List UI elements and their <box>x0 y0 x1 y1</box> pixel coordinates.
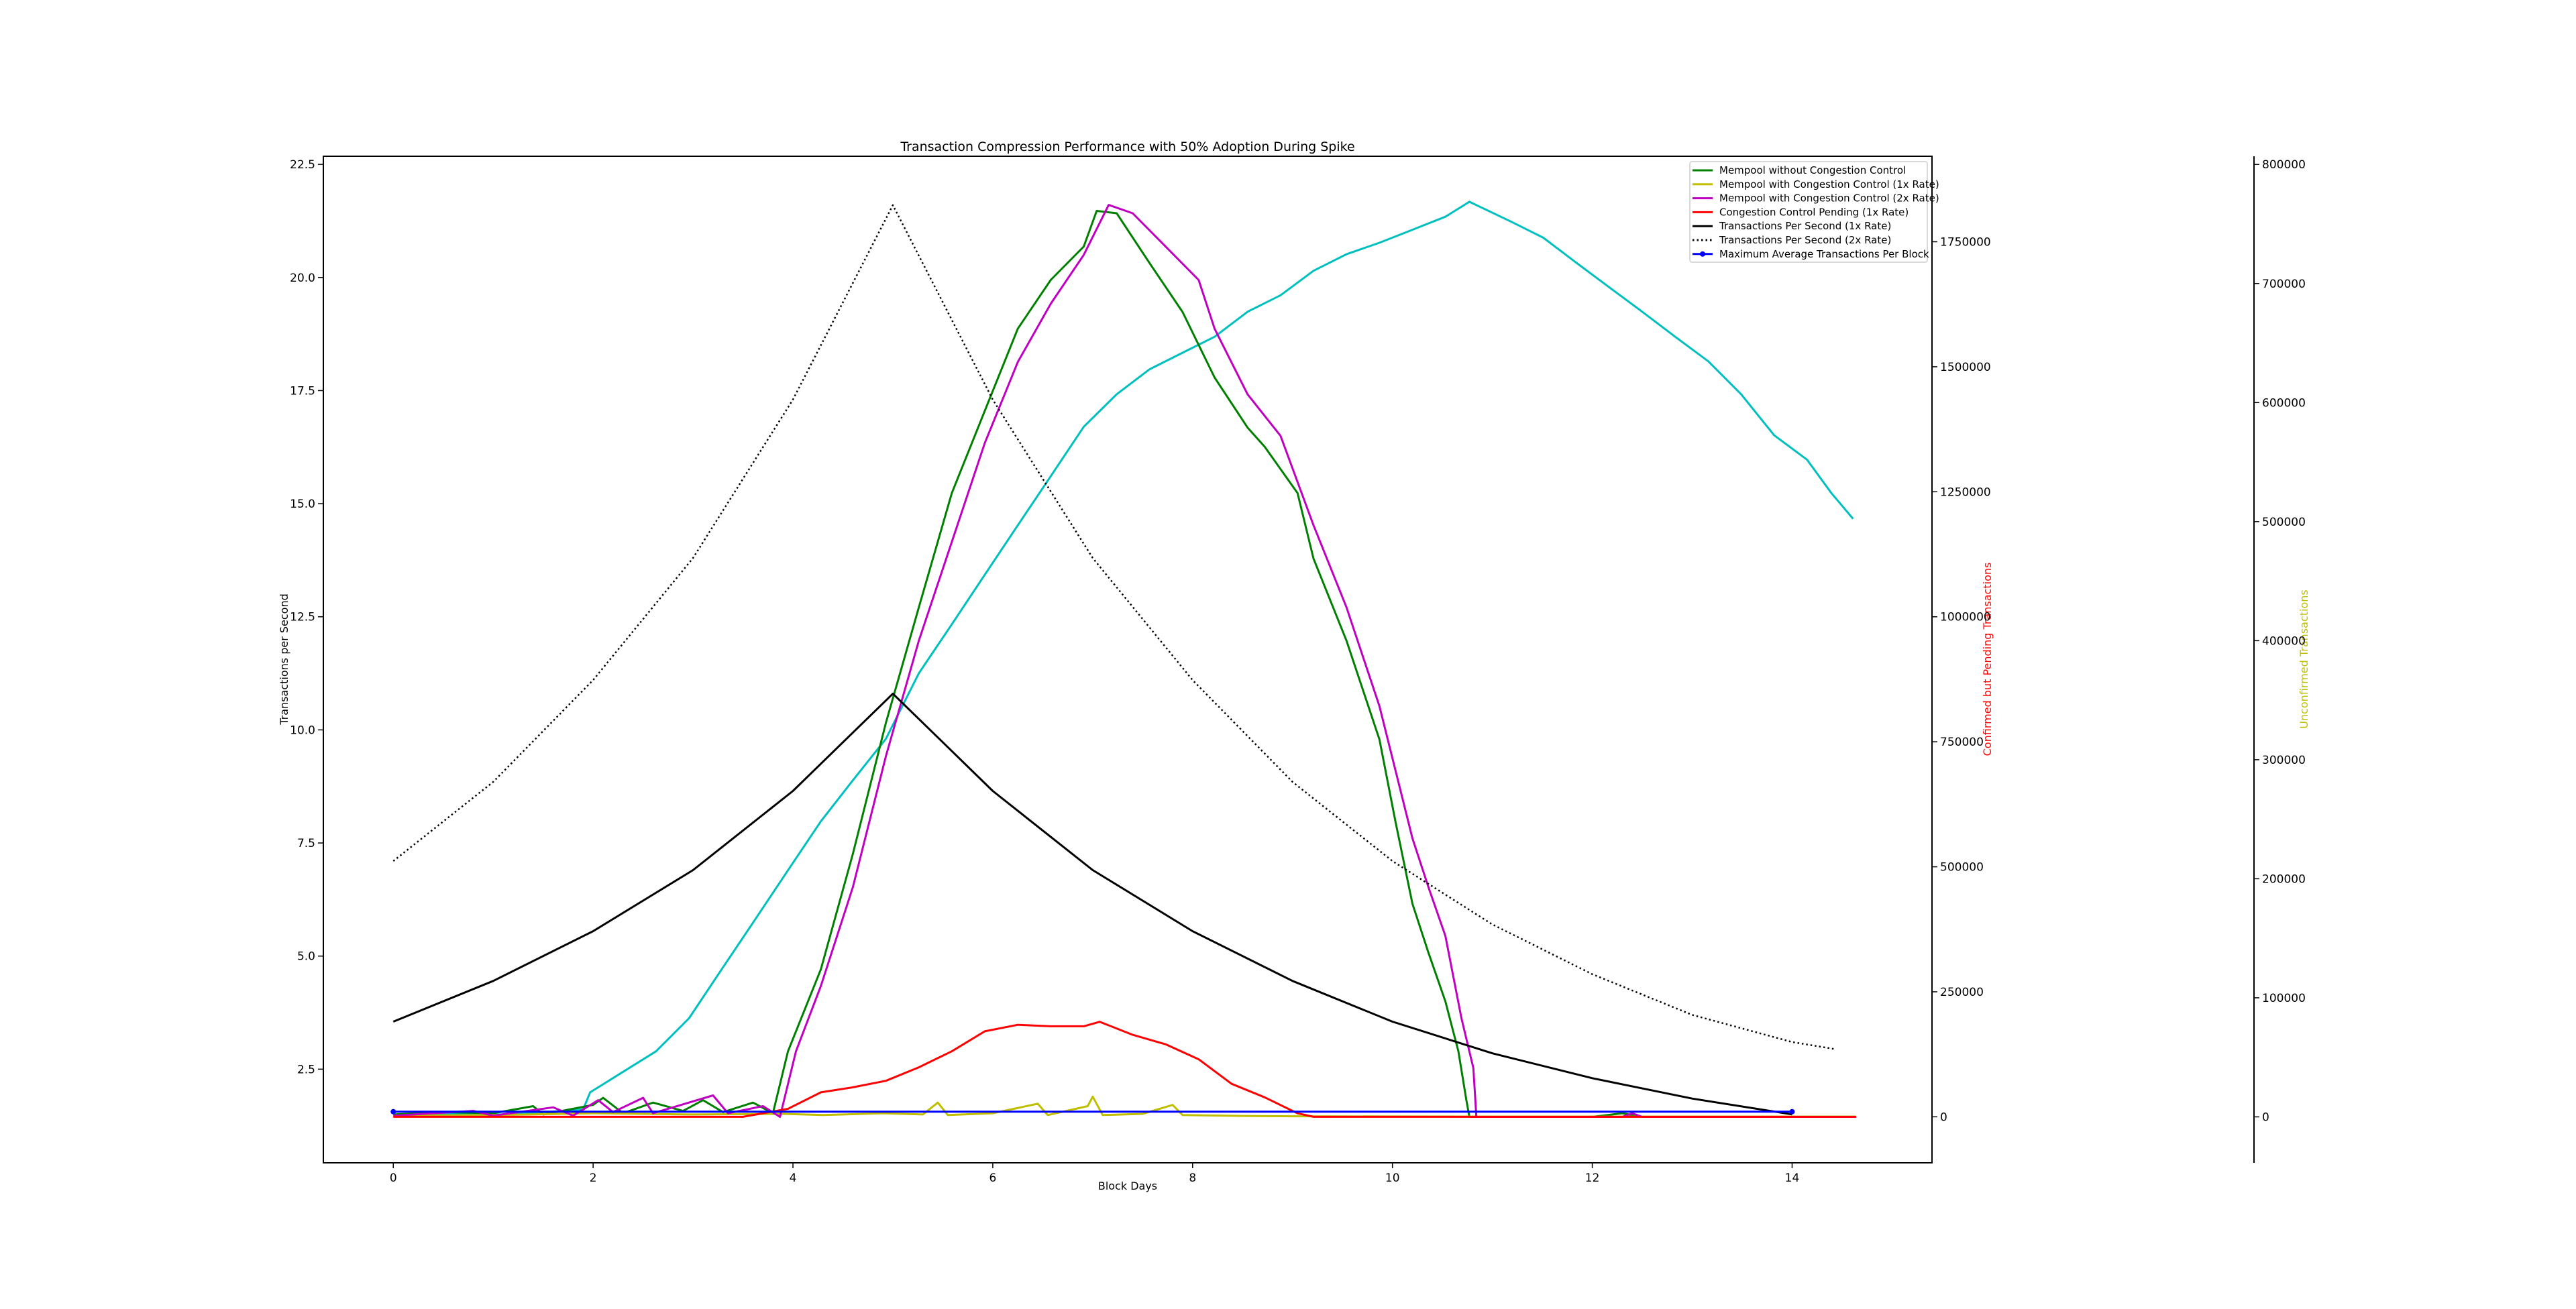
axes-frame <box>323 156 1933 1163</box>
x-axis-label: Block Days <box>1098 1180 1157 1192</box>
y3-tick-label: 500000 <box>2262 516 2306 529</box>
legend: Mempool without Congestion Control Mempoo… <box>1689 161 1939 263</box>
y-tick-label: 12.5 <box>290 611 315 624</box>
x-tick-label: 12 <box>1585 1172 1600 1185</box>
x-tick-label: 0 <box>390 1172 397 1185</box>
series-line-7 <box>393 201 1854 1117</box>
y-tick-label: 15.0 <box>290 498 315 511</box>
y-tick-label: 2.5 <box>297 1063 315 1076</box>
x-tick-label: 6 <box>989 1172 997 1185</box>
legend-label-4: Transactions Per Second (1x Rate) <box>1719 220 1891 232</box>
series-line-5 <box>392 204 1837 1050</box>
plot-area <box>390 201 1856 1118</box>
y-axis-label: Transactions per Second <box>278 593 290 726</box>
y3-axis-label: Unconfirmed Transactions <box>2298 589 2310 729</box>
series-marker-6-1 <box>1789 1108 1795 1115</box>
y3-tick-label: 700000 <box>2262 278 2306 291</box>
x-tick-label: 14 <box>1785 1172 1800 1185</box>
y3-tick-label: 400000 <box>2262 634 2306 648</box>
y2-tick-label: 750000 <box>1940 736 1984 749</box>
x-tick-label: 8 <box>1189 1172 1196 1185</box>
y-tick-label: 7.5 <box>297 837 315 850</box>
y2-axis-label: Confirmed but Pending Transactions <box>1981 563 1994 756</box>
legend-label-1: Mempool with Congestion Control (1x Rate… <box>1719 178 1939 190</box>
y-tick-label: 10.0 <box>290 724 315 737</box>
series-line-2 <box>393 204 1856 1118</box>
y3-tick-label: 100000 <box>2262 992 2306 1005</box>
y2-tick-label: 1250000 <box>1940 486 1991 499</box>
legend-box <box>1689 161 1928 263</box>
axes: 0 2 4 6 8 10 12 14 2.5 5.0 7.5 10.0 12.5 15.0 17.5 20.0… <box>290 156 2306 1185</box>
series-line-4 <box>392 692 1792 1116</box>
y-tick-label: 17.5 <box>290 384 315 398</box>
series-line-0 <box>393 210 1792 1118</box>
y2-tick-label: 1750000 <box>1940 236 1991 249</box>
legend-label-5: Transactions Per Second (2x Rate) <box>1719 234 1891 246</box>
y2-tick-label: 500000 <box>1940 861 1984 874</box>
y-tick-label: 20.0 <box>290 272 315 285</box>
y-tick-label: 22.5 <box>290 158 315 172</box>
y3-tick-label: 200000 <box>2262 872 2306 886</box>
y2-tick-label: 1500000 <box>1940 361 1991 374</box>
legend-label-6: Maximum Average Transactions Per Block <box>1719 248 1929 260</box>
series-marker-6-0 <box>390 1108 396 1115</box>
series-line-1 <box>393 1095 1856 1118</box>
legend-label-2: Mempool with Congestion Control (2x Rate… <box>1719 192 1939 205</box>
y3-tick-label: 0 <box>2262 1111 2269 1124</box>
x-tick-label: 10 <box>1385 1172 1400 1185</box>
legend-marker-6 <box>1700 251 1705 257</box>
legend-label-0: Mempool without Congestion Control <box>1719 164 1906 176</box>
y2-tick-label: 1000000 <box>1940 611 1991 624</box>
y3-tick-label: 600000 <box>2262 396 2306 410</box>
y-tick-label: 5.0 <box>297 950 315 964</box>
series-line-3 <box>393 1021 1856 1118</box>
legend-label-3: Congestion Control Pending (1x Rate) <box>1719 206 1909 218</box>
y2-tick-label: 0 <box>1940 1111 1947 1124</box>
x-tick-label: 2 <box>590 1172 597 1185</box>
y3-tick-label: 300000 <box>2262 754 2306 767</box>
x-tick-label: 4 <box>790 1172 797 1185</box>
y2-tick-label: 250000 <box>1940 986 1984 999</box>
y3-tick-label: 800000 <box>2262 158 2306 172</box>
chart-title: Transaction Compression Performance with… <box>900 139 1354 154</box>
